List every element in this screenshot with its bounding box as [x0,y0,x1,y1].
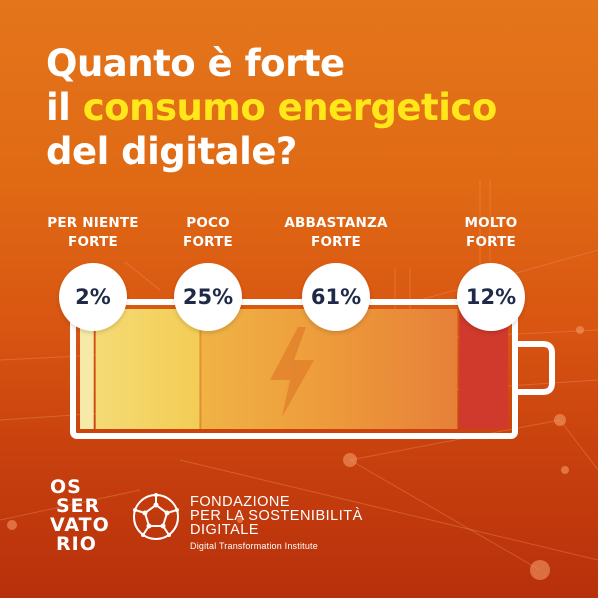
category-label-line: POCO [186,215,230,231]
category-label-line: FORTE [183,234,233,250]
title-line-1: Quanto è forte [46,42,345,85]
category-label-line: FORTE [68,234,118,250]
value-bubble-4: 12% [457,263,525,331]
battery-terminal [515,341,555,395]
value-bubble-3: 61% [302,263,370,331]
category-label-line: ABBASTANZA [284,215,388,231]
value-bubble-2: 25% [174,263,242,331]
fondazione-subtitle: Digital Transformation Institute [190,541,318,551]
title-highlight: consumo energetico [82,86,498,129]
category-label-abbastanza-forte: ABBASTANZA FORTE [271,214,401,252]
osservatorio-logo: OS SER VATO RIO [50,478,116,554]
title-line-2-prefix: il [46,86,83,129]
title-line-3: del digitale? [46,130,297,173]
title-line-2: il consumo energetico [46,86,497,130]
category-label-line: PER NIENTE [47,215,139,231]
osservatorio-logo-line: OS [50,476,82,498]
battery-segments [80,309,508,429]
fondazione-line: FONDAZIONE [190,494,291,510]
category-label-line: FORTE [466,234,516,250]
lightning-bolt-icon [270,327,314,417]
category-label-line: FORTE [311,234,361,250]
battery-segment-1 [80,309,94,429]
fondazione-line: PER LA SOSTENIBILITÀ [190,508,363,524]
category-label-line: MOLTO [464,215,518,231]
page-title: Quanto è forte il consumo energetico del… [46,42,497,174]
fondazione-logo-text: FONDAZIONE PER LA SOSTENIBILITÀ DIGITALE… [190,495,363,551]
battery-outline [70,299,518,439]
osservatorio-logo-line: VATO [50,514,110,536]
osservatorio-logo-line: RIO [56,533,97,555]
category-label-poco-forte: POCO FORTE [143,214,273,252]
osservatorio-logo-line: SER [56,495,101,517]
category-label-per-niente-forte: PER NIENTE FORTE [28,214,158,252]
fondazione-line: DIGITALE [190,522,259,538]
value-bubble-1: 2% [59,263,127,331]
category-label-molto-forte: MOLTO FORTE [426,214,556,252]
dodecahedron-logo-icon [133,493,179,540]
